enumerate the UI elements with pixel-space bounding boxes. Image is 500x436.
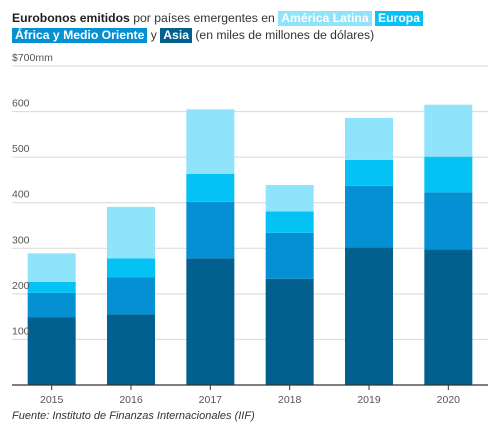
y-tick-label-400: 400 [12,189,30,201]
bar-2017-america-latina [186,109,235,175]
bar-2019-america-latina [345,117,393,160]
bar-2015-europa [27,282,76,293]
bar-2020-asia [424,249,473,385]
x-tick-label-2020: 2020 [437,394,461,406]
bar-2016-africa-y-medio-oriente [107,277,155,315]
bar-2015-america-latina [27,253,76,283]
x-tick-label-2015: 2015 [40,394,64,406]
bar-layer [27,104,473,385]
legend-europa: Europa [375,11,423,26]
x-tick-label-2018: 2018 [278,394,302,406]
bar-2019-asia [345,247,393,385]
title-connector: y [150,28,157,42]
bar-2015-africa-y-medio-oriente [27,292,76,318]
legend-africa-medio-oriente: África y Medio Oriente [12,28,148,43]
bar-2018-asia [265,278,314,385]
axis-layer: 100 200 300 400 500 600 $700mm 2015 2016 2017 2018… [12,52,488,406]
bar-2020-europa [424,156,473,193]
x-tick-label-2019: 2019 [357,394,381,406]
title-lead: por países emergentes en [133,11,275,25]
chart-title: Eurobonos emitidos por países emergentes… [12,10,488,44]
title-bold: Eurobonos emitidos [12,11,130,25]
bar-2018-america-latina [265,184,314,212]
bar-2019-europa [345,159,393,186]
bar-2020-america-latina [424,104,473,157]
legend-asia: Asia [160,28,192,43]
y-tick-label-700: $700mm [12,52,53,64]
y-tick-label-500: 500 [12,143,30,155]
bar-2017-europa [186,174,235,202]
bar-2016-america-latina [107,206,155,259]
bar-2016-europa [107,258,155,278]
bar-2020-africa-y-medio-oriente [424,192,473,250]
grid-layer [12,65,488,340]
bar-2018-europa [265,211,314,233]
bar-2015-asia [27,317,76,385]
y-tick-label-600: 600 [12,98,30,110]
y-tick-label-200: 200 [12,280,30,292]
bar-2017-asia [186,258,235,385]
bar-2019-africa-y-medio-oriente [345,185,393,248]
source-note: Fuente: Instituto de Finanzas Internacio… [12,410,255,422]
bar-2018-africa-y-medio-oriente [265,232,314,279]
bar-2017-africa-y-medio-oriente [186,201,235,259]
y-tick-label-100: 100 [12,325,30,337]
y-tick-label-300: 300 [12,234,30,246]
x-tick-label-2017: 2017 [199,394,223,406]
legend-america-latina: América Latina [278,11,372,26]
bar-2016-asia [107,314,155,385]
title-tail: (en miles de millones de dólares) [195,28,375,42]
x-tick-label-2016: 2016 [119,394,143,406]
